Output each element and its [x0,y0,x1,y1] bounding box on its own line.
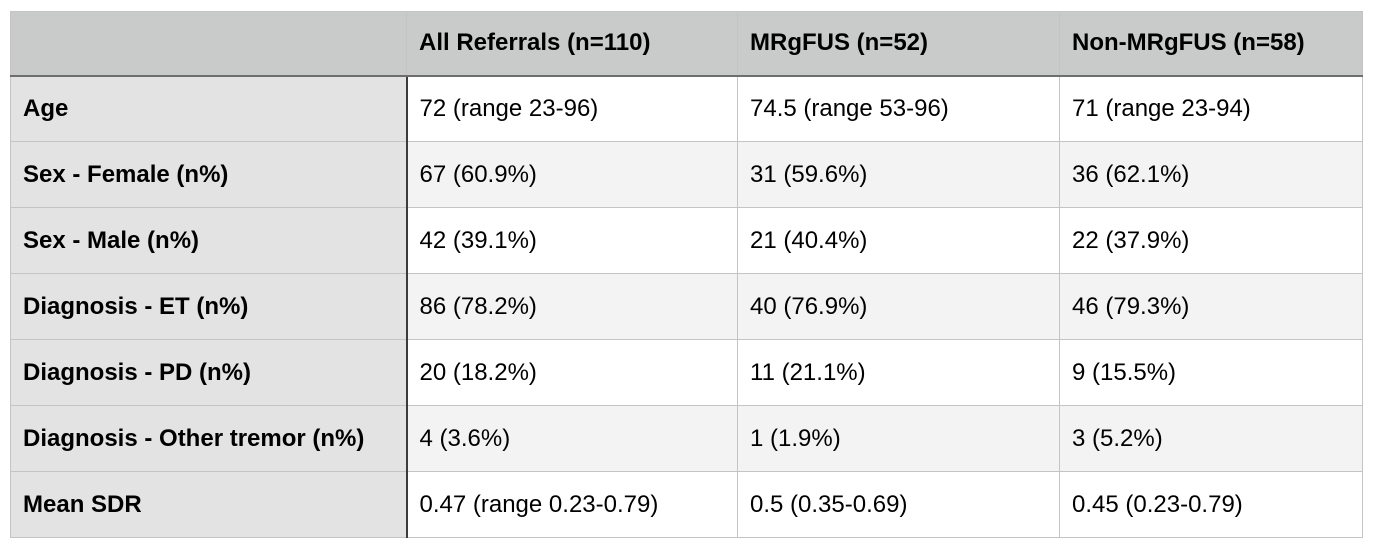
table-row: Mean SDR 0.47 (range 0.23-0.79) 0.5 (0.3… [10,471,1363,538]
table-row: Sex - Female (n%) 67 (60.9%) 31 (59.6%) … [10,141,1363,208]
table-cell: 67 (60.9%) [406,141,738,208]
row-label: Sex - Male (n%) [10,207,408,274]
table-cell: 21 (40.4%) [737,207,1060,274]
table-cell: 22 (37.9%) [1059,207,1363,274]
header-non-mrgfus: Non-MRgFUS (n=58) [1059,11,1363,77]
table-cell: 31 (59.6%) [737,141,1060,208]
demographics-table-container: All Referrals (n=110) MRgFUS (n=52) Non-… [10,11,1363,538]
table-cell: 9 (15.5%) [1059,339,1363,406]
table-cell: 40 (76.9%) [737,273,1060,340]
table-row: Sex - Male (n%) 42 (39.1%) 21 (40.4%) 22… [10,207,1363,274]
table-cell: 36 (62.1%) [1059,141,1363,208]
table-row: Diagnosis - Other tremor (n%) 4 (3.6%) 1… [10,405,1363,472]
table-row: Diagnosis - PD (n%) 20 (18.2%) 11 (21.1%… [10,339,1363,406]
header-mrgfus: MRgFUS (n=52) [737,11,1060,77]
table-cell: 72 (range 23-96) [406,75,738,142]
row-label: Sex - Female (n%) [10,141,408,208]
demographics-table: All Referrals (n=110) MRgFUS (n=52) Non-… [10,11,1363,538]
row-label: Age [10,75,408,142]
row-label: Mean SDR [10,471,408,538]
table-header-row: All Referrals (n=110) MRgFUS (n=52) Non-… [10,11,1363,77]
table-cell: 0.47 (range 0.23-0.79) [406,471,738,538]
table-row: Age 72 (range 23-96) 74.5 (range 53-96) … [10,75,1363,142]
header-corner-cell [10,11,407,77]
table-cell: 0.45 (0.23-0.79) [1059,471,1363,538]
table-cell: 4 (3.6%) [406,405,738,472]
table-cell: 0.5 (0.35-0.69) [737,471,1060,538]
table-cell: 3 (5.2%) [1059,405,1363,472]
table-cell: 1 (1.9%) [737,405,1060,472]
table-row: Diagnosis - ET (n%) 86 (78.2%) 40 (76.9%… [10,273,1363,340]
table-cell: 71 (range 23-94) [1059,75,1363,142]
table-cell: 46 (79.3%) [1059,273,1363,340]
table-cell: 11 (21.1%) [737,339,1060,406]
row-label: Diagnosis - ET (n%) [10,273,408,340]
row-label: Diagnosis - PD (n%) [10,339,408,406]
row-label: Diagnosis - Other tremor (n%) [10,405,408,472]
table-cell: 74.5 (range 53-96) [737,75,1060,142]
header-all-referrals: All Referrals (n=110) [406,11,738,77]
table-cell: 42 (39.1%) [406,207,738,274]
table-cell: 20 (18.2%) [406,339,738,406]
table-cell: 86 (78.2%) [406,273,738,340]
